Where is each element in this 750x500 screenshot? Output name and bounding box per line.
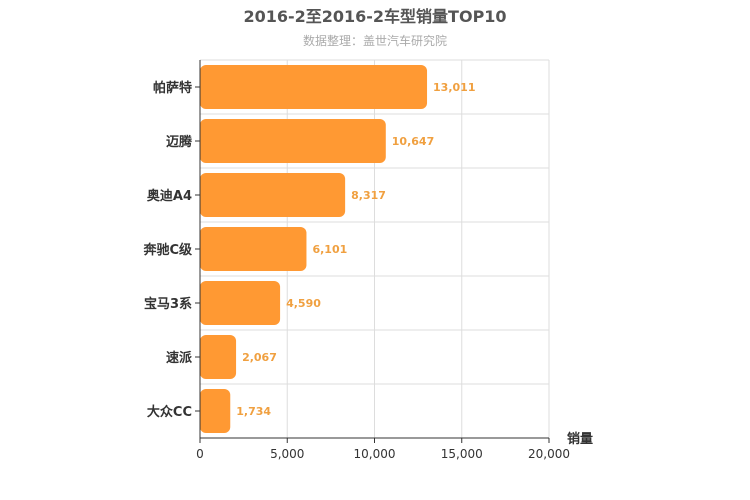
- x-tick-label: 10,000: [354, 447, 396, 461]
- category-label: 大众CC: [147, 404, 192, 420]
- bars: 13,011 10,647 8,317 6,101 4,590 2,067 1,734: [200, 65, 475, 433]
- x-tick-label: 20,000: [528, 447, 570, 461]
- x-axis-title: 销量: [567, 431, 593, 447]
- data-label: 4,590: [286, 297, 321, 310]
- category-label: 奔驰C级: [142, 242, 193, 258]
- category-label: 奥迪A4: [147, 188, 192, 204]
- category-label: 帕萨特: [153, 80, 192, 96]
- category-label: 速派: [166, 350, 193, 366]
- data-label: 6,101: [312, 243, 347, 256]
- category-label: 迈腾: [166, 134, 193, 150]
- bar: [200, 335, 237, 379]
- bar: [200, 65, 428, 109]
- x-tick-label: 15,000: [441, 447, 483, 461]
- bar: [200, 173, 346, 217]
- x-tick-label: 0: [196, 447, 204, 461]
- data-label: 13,011: [433, 81, 475, 94]
- bar: [200, 227, 307, 271]
- x-tick-label: 5,000: [270, 447, 304, 461]
- bar: [200, 119, 386, 163]
- data-label: 2,067: [242, 351, 277, 364]
- chart-title: 2016-2至2016-2车型销量TOP10: [243, 7, 506, 26]
- data-label: 8,317: [351, 189, 386, 202]
- bar: [200, 389, 231, 433]
- data-label: 10,647: [392, 135, 434, 148]
- bar: [200, 281, 281, 325]
- data-label: 1,734: [236, 405, 271, 418]
- category-label: 宝马3系: [144, 296, 192, 312]
- chart-subtitle: 数据整理：盖世汽车研究院: [303, 33, 447, 48]
